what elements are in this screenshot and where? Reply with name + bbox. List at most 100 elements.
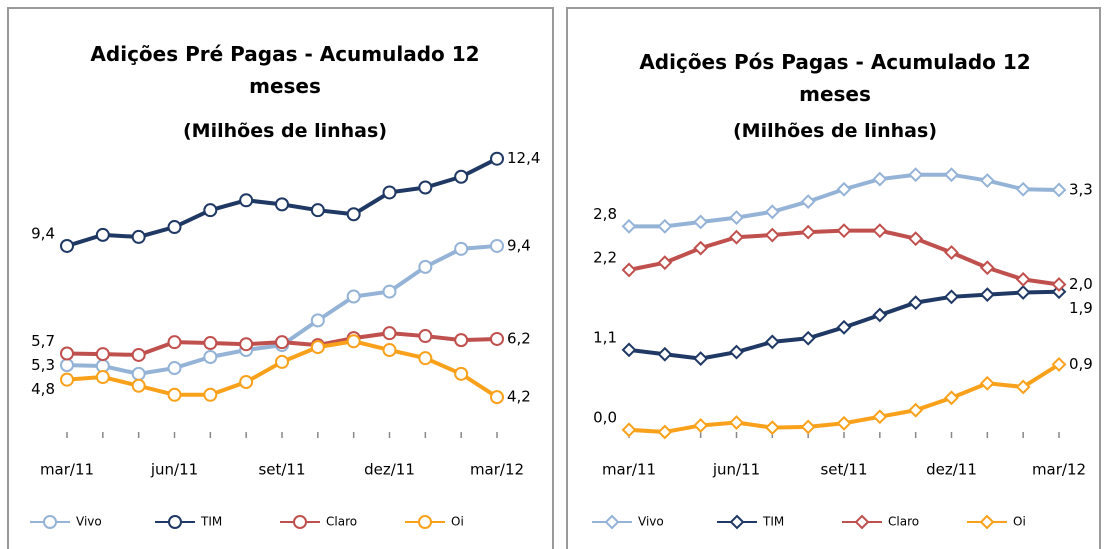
data-label: 0,9 — [1069, 355, 1093, 373]
data-label: 9,4 — [31, 224, 55, 242]
point — [944, 167, 959, 183]
point — [454, 169, 469, 184]
data-label: 3,3 — [1069, 180, 1093, 198]
legend-label: TIM — [200, 515, 222, 529]
point — [729, 415, 744, 430]
legend-label: Claro — [888, 515, 919, 529]
point — [203, 387, 218, 402]
point — [418, 180, 433, 195]
legend-marker — [604, 514, 620, 530]
data-label: 2,0 — [1069, 275, 1093, 293]
series-line — [628, 228, 1060, 287]
point — [95, 227, 110, 242]
data-label: 5,3 — [31, 356, 55, 374]
x-tick-label: mar/11 — [40, 461, 94, 479]
point — [1015, 271, 1031, 287]
point — [908, 295, 924, 311]
point — [239, 337, 254, 352]
legend-label: Vivo — [638, 515, 664, 529]
point — [490, 151, 504, 166]
point — [310, 340, 325, 355]
x-tick-label: jun/11 — [150, 461, 198, 479]
x-tick-label: dez/11 — [364, 461, 415, 479]
data-label: 9,4 — [507, 236, 531, 254]
chart-title: Adições Pós Pagas - Acumulado 12 meses — [639, 50, 1031, 106]
point — [872, 307, 888, 323]
point — [167, 387, 182, 402]
point — [95, 370, 110, 385]
point — [167, 361, 182, 376]
point — [764, 334, 780, 350]
point — [60, 372, 74, 387]
point — [657, 255, 673, 271]
legend-marker — [293, 515, 307, 529]
chart-subtitle: (Milhões de linhas) — [183, 120, 387, 142]
point — [454, 366, 469, 381]
point — [657, 346, 673, 362]
point — [275, 354, 289, 369]
point — [490, 238, 504, 253]
point — [1051, 356, 1067, 372]
point — [621, 218, 637, 234]
point — [836, 415, 852, 431]
legend-label: Vivo — [76, 515, 102, 529]
point — [382, 185, 397, 200]
point — [764, 204, 780, 220]
point — [346, 289, 361, 304]
legend-marker — [168, 515, 182, 529]
point — [836, 223, 852, 239]
panel-frame — [7, 7, 554, 549]
point — [1015, 181, 1031, 197]
point — [60, 238, 74, 253]
point — [979, 260, 995, 276]
x-tick-label: mar/11 — [602, 461, 656, 479]
chart-title: Adições Pré Pagas - Acumulado 12 meses — [90, 42, 480, 98]
point — [490, 331, 504, 346]
point — [764, 227, 780, 243]
point — [693, 214, 709, 230]
data-label: 12,4 — [507, 149, 540, 167]
point — [872, 223, 888, 239]
point — [800, 194, 816, 210]
point — [1051, 182, 1067, 198]
legend-marker — [854, 514, 870, 530]
data-label: 4,2 — [507, 388, 531, 406]
point — [346, 207, 361, 222]
x-tick-label: mar/12 — [470, 461, 524, 479]
point — [60, 346, 74, 361]
point — [131, 229, 146, 244]
point — [621, 262, 637, 278]
data-label: 1,1 — [593, 328, 617, 346]
point — [131, 347, 146, 362]
point — [872, 171, 888, 187]
panel-frame — [566, 7, 1101, 549]
point — [836, 319, 852, 335]
point — [203, 203, 218, 218]
point — [1015, 379, 1031, 395]
point — [310, 203, 325, 218]
point — [729, 229, 744, 245]
point — [346, 334, 361, 349]
chart-subtitle: (Milhões de linhas) — [733, 120, 937, 142]
data-label: 1,9 — [1069, 299, 1093, 317]
point — [693, 418, 709, 433]
legend-marker — [979, 514, 995, 530]
point — [418, 329, 433, 344]
x-tick-label: set/11 — [258, 461, 305, 479]
legend-label: Claro — [326, 515, 357, 529]
point — [944, 289, 959, 305]
point — [836, 181, 852, 197]
point — [657, 218, 673, 234]
point — [800, 330, 816, 346]
point — [382, 326, 397, 341]
x-tick-label: jun/11 — [712, 461, 760, 479]
point — [131, 366, 146, 381]
point — [382, 343, 397, 358]
point — [944, 245, 959, 260]
point — [275, 197, 289, 212]
legend-label: Oi — [1013, 515, 1026, 529]
point — [621, 422, 637, 438]
point — [275, 335, 289, 350]
point — [60, 358, 74, 373]
